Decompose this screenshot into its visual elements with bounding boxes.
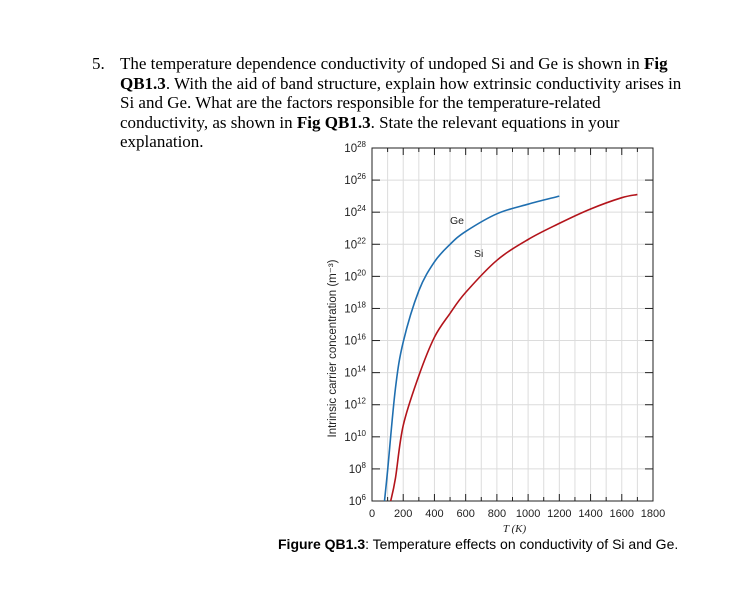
figure-caption-label: Figure QB1.3 bbox=[278, 536, 366, 552]
series-label-si: Si bbox=[474, 248, 483, 260]
y-tick-label: 1022 bbox=[344, 236, 366, 251]
y-tick-label: 1016 bbox=[344, 333, 366, 348]
x-tick-label: 200 bbox=[394, 508, 412, 520]
series-label-ge: Ge bbox=[450, 215, 464, 227]
y-tick-label: 108 bbox=[349, 461, 367, 476]
figure-caption-text: : Temperature effects on conductivity of… bbox=[365, 536, 679, 552]
y-tick-label: 1018 bbox=[344, 300, 366, 315]
x-tick-label: 1800 bbox=[641, 508, 665, 520]
x-tick-label: 0 bbox=[369, 508, 375, 520]
question-number: 5. bbox=[92, 54, 105, 73]
y-tick-label: 1012 bbox=[344, 397, 366, 412]
y-tick-labels: 106 108 1010 1012 1014 1016 1018 1020 1022 1024 10… bbox=[344, 140, 366, 508]
question-text-part-3: . State the relevant equations in your e… bbox=[120, 112, 620, 152]
x-tick-label: 400 bbox=[425, 508, 443, 520]
x-tick-label: 600 bbox=[456, 508, 474, 520]
x-tick-label: 800 bbox=[488, 508, 506, 520]
y-tick-label: 1026 bbox=[344, 172, 366, 187]
y-tick-label: 1024 bbox=[344, 204, 366, 219]
series-line-ge bbox=[383, 195, 560, 502]
x-axis-label: T (K) bbox=[503, 523, 527, 535]
y-tick-label: 1028 bbox=[344, 140, 366, 155]
y-tick-label: 1020 bbox=[344, 268, 366, 283]
y-tick-label: 106 bbox=[349, 493, 367, 508]
axis-ticks bbox=[371, 147, 654, 502]
x-tick-label: 1200 bbox=[547, 508, 571, 520]
question-text-part-2: . With the aid of band structure, explai… bbox=[120, 73, 682, 132]
x-tick-label: 1000 bbox=[516, 508, 540, 520]
x-tick-label: 1400 bbox=[578, 508, 602, 520]
y-tick-label: 1010 bbox=[344, 429, 366, 444]
figure-reference-1: Fig QB1.3 bbox=[120, 54, 668, 93]
question-block: 5. The temperature dependence conductivi… bbox=[92, 54, 692, 152]
series-line-si bbox=[389, 193, 638, 502]
x-tick-label: 1600 bbox=[610, 508, 634, 520]
y-axis-label: Intrinsic carrier concentration (m⁻³) bbox=[327, 259, 339, 437]
chart-series: Ge Si bbox=[383, 193, 638, 502]
question-text: The temperature dependence conductivity … bbox=[120, 54, 692, 152]
chart-grid bbox=[372, 148, 653, 501]
question-text-part-1: The temperature dependence conductivity … bbox=[120, 54, 645, 73]
y-tick-label: 1014 bbox=[344, 365, 366, 380]
x-tick-labels: 0 200 400 600 800 1000 1200 1400 1600 1800 bbox=[369, 508, 665, 520]
figure-caption: Figure QB1.3: Temperature effects on con… bbox=[278, 536, 678, 552]
figure-reference-2: Fig QB1.3 bbox=[296, 112, 371, 132]
